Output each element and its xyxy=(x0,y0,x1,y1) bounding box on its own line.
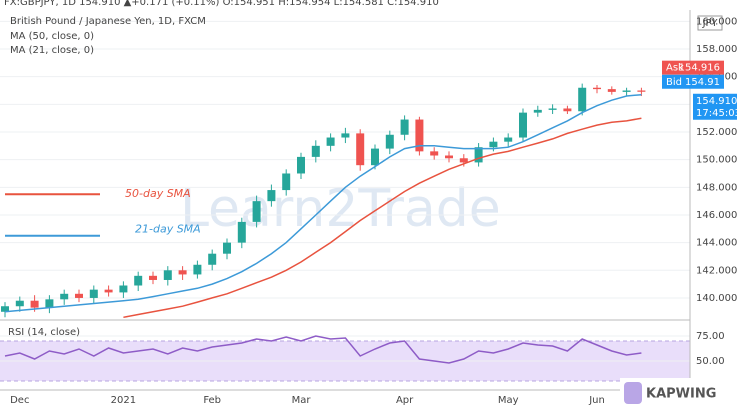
candle-body xyxy=(400,119,409,135)
y-tick-label: 158.000 xyxy=(696,44,737,55)
candle-body xyxy=(149,275,157,280)
candle-body xyxy=(371,148,379,166)
y-tick-label: 146.000 xyxy=(696,210,737,221)
candle-body xyxy=(297,156,305,174)
currency: JPY xyxy=(702,18,719,29)
candle-body xyxy=(622,90,631,92)
x-tick-label: 2021 xyxy=(111,395,136,406)
x-tick-label: May xyxy=(498,395,519,406)
quote-label: Bid xyxy=(666,77,682,88)
candle-body xyxy=(533,109,542,113)
candle-body xyxy=(60,293,69,300)
candle-body xyxy=(563,108,572,112)
legend-entry: MA (50, close, 0) xyxy=(10,31,94,42)
candle-body xyxy=(30,300,39,308)
quote-box xyxy=(662,74,724,89)
watermark: Learn2Trade xyxy=(180,179,501,239)
candle-body xyxy=(282,173,291,191)
rsi-title: RSI (14, close) xyxy=(8,327,80,338)
x-tick-label: Mar xyxy=(292,395,312,406)
candle-body xyxy=(178,270,187,275)
rsi-line xyxy=(4,335,642,364)
currency-box xyxy=(697,15,723,31)
y-tick-label: 148.000 xyxy=(696,182,737,193)
candle-body xyxy=(385,134,394,149)
x-tick-label: Apr xyxy=(396,395,414,406)
badge: KAPWING xyxy=(646,387,716,402)
last-price: 154.910 xyxy=(696,96,737,107)
candle-body xyxy=(519,112,527,138)
y-tick-label: 144.000 xyxy=(696,238,737,249)
candle-body xyxy=(504,137,513,142)
candle-body xyxy=(489,141,498,148)
legend-entry: MA (21, close, 0) xyxy=(10,45,94,56)
annotation: 21-day SMA xyxy=(135,223,201,236)
candle-body xyxy=(474,147,483,163)
candle-body xyxy=(326,137,335,146)
candle-body xyxy=(341,133,350,138)
y-tick-label: 50.00 xyxy=(696,356,725,367)
quote-value: 154.91 xyxy=(685,77,720,88)
candle-body xyxy=(430,151,439,156)
candle-body xyxy=(1,306,9,312)
chart-title: British Pound / Japanese Yen, 1D, FXCM xyxy=(10,16,206,27)
candle-body xyxy=(578,87,587,112)
candle-body xyxy=(163,270,172,280)
candle-body xyxy=(607,89,616,92)
candle-body xyxy=(593,87,601,90)
candle-body xyxy=(45,299,54,308)
candle-body xyxy=(104,289,113,293)
x-tick-label: Dec xyxy=(10,395,29,406)
quote-value: 154.916 xyxy=(679,63,720,74)
candle-body xyxy=(459,158,468,163)
candle-body xyxy=(208,253,217,265)
y-tick-label: 140.000 xyxy=(696,293,737,304)
candle-body xyxy=(267,190,276,202)
candle-body xyxy=(193,264,202,275)
candle-body xyxy=(356,133,365,166)
x-tick-label: Feb xyxy=(203,395,221,406)
candle-body xyxy=(223,242,231,254)
badge-icon xyxy=(624,382,642,404)
ma-line xyxy=(123,117,642,319)
quote-label: Ask xyxy=(666,63,684,74)
candle-body xyxy=(119,285,128,293)
y-tick-label: 152.000 xyxy=(696,127,737,138)
last-price-box xyxy=(693,93,737,120)
candle-body xyxy=(548,108,557,110)
candle-body xyxy=(89,289,98,298)
annotation: 50-day SMA xyxy=(125,187,191,200)
y-tick-label: 150.000 xyxy=(696,155,737,166)
candle-body xyxy=(134,275,143,286)
ma-line xyxy=(4,93,642,313)
y-tick-label: 75.00 xyxy=(696,331,725,342)
quote-box xyxy=(662,60,724,75)
y-tick-label: 160.000 xyxy=(696,16,737,27)
candle-body xyxy=(445,155,453,159)
candle-body xyxy=(252,201,261,222)
countdown: 17:45:03 xyxy=(696,108,740,119)
x-tick-label: Jun xyxy=(588,395,605,406)
candle-body xyxy=(15,300,24,307)
candle-body xyxy=(311,145,320,157)
candle-body xyxy=(415,119,424,152)
candle-body xyxy=(237,221,246,243)
symbol-line: FX:GBPJPY, 1D 154.910 ▲+0.171 (+0.11%) O… xyxy=(4,0,439,8)
candle-body xyxy=(75,293,83,298)
y-tick-label: 142.000 xyxy=(696,265,737,276)
candle-body xyxy=(637,90,646,92)
